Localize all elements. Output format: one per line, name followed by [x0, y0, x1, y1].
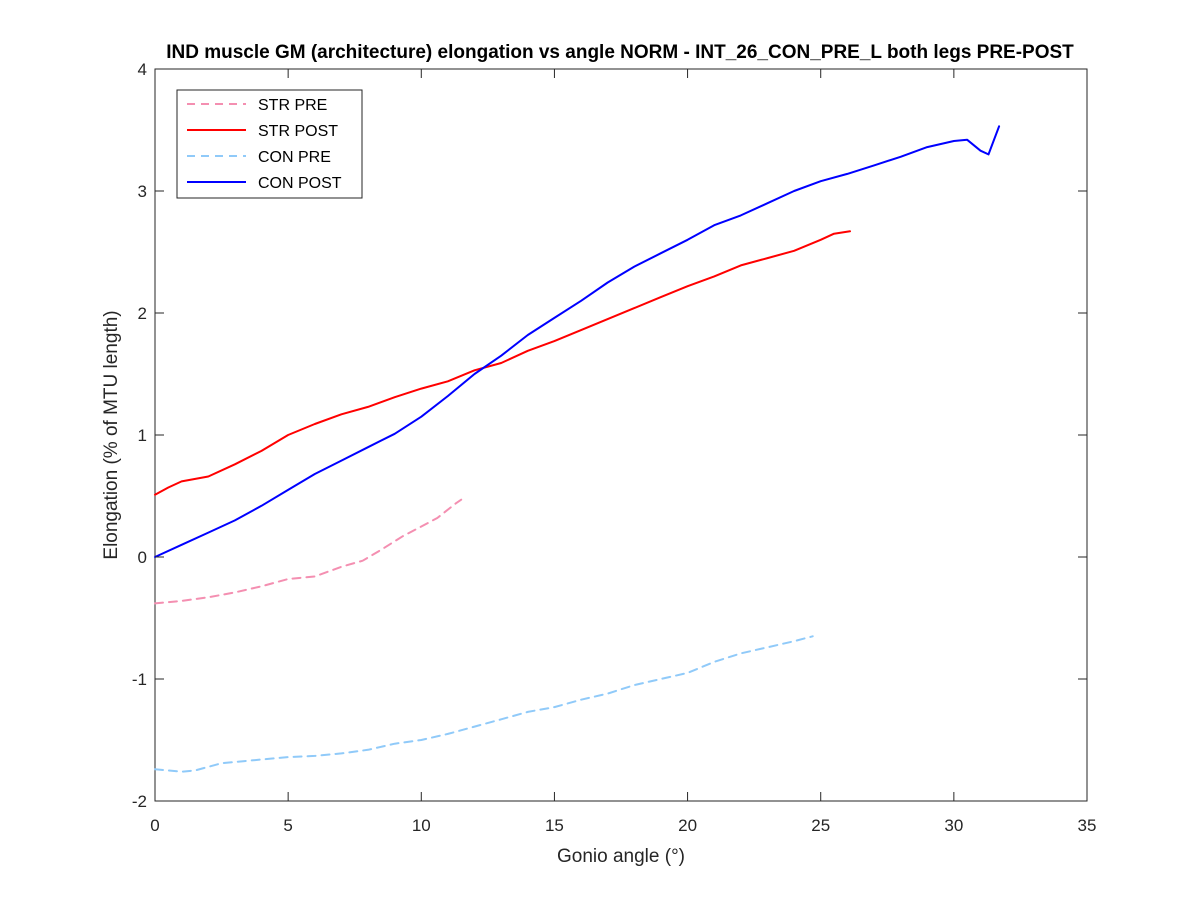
x-tick-label: 25	[811, 816, 830, 835]
x-tick-label: 35	[1078, 816, 1097, 835]
legend-box	[176, 89, 363, 199]
x-tick-label: 10	[412, 816, 431, 835]
legend: STR PRE STR POST CON PRE CON POST	[176, 89, 363, 199]
legend-label-con-pre: CON PRE	[258, 149, 331, 166]
y-tick-label: 2	[138, 304, 147, 323]
series-layer	[154, 125, 1001, 773]
legend-label-str-pre: STR PRE	[258, 97, 327, 114]
series-line-con-post	[154, 125, 1001, 558]
y-tick-label: 3	[138, 182, 147, 201]
y-axis-label: Elongation (% of MTU length)	[101, 310, 122, 559]
x-tick-label: 5	[283, 816, 292, 835]
chart-title: IND muscle GM (architecture) elongation …	[166, 42, 1074, 63]
legend-label-con-post: CON POST	[258, 175, 342, 192]
x-tick-label: 15	[545, 816, 564, 835]
y-tick-label: -2	[132, 792, 147, 811]
y-tick-label: 4	[138, 60, 147, 79]
y-tick-label: -1	[132, 670, 147, 689]
x-axis-label: Gonio angle (°)	[557, 846, 685, 867]
x-tick-label: 0	[150, 816, 159, 835]
y-tick-label: 1	[138, 426, 147, 445]
y-axis-ticks: -2 -1 0 1 2 3 4	[132, 60, 1087, 811]
series-line-str-pre	[154, 498, 463, 605]
x-tick-label: 20	[678, 816, 697, 835]
x-axis-ticks: 0 5 10 15 20 25 30 35	[150, 69, 1096, 835]
series-line-str-post	[154, 230, 851, 496]
legend-items: STR PRE STR POST CON PRE CON POST	[187, 97, 342, 192]
legend-label-str-post: STR POST	[258, 123, 338, 140]
series-line-con-pre	[154, 635, 814, 773]
y-tick-label: 0	[138, 548, 147, 567]
x-tick-label: 30	[944, 816, 963, 835]
